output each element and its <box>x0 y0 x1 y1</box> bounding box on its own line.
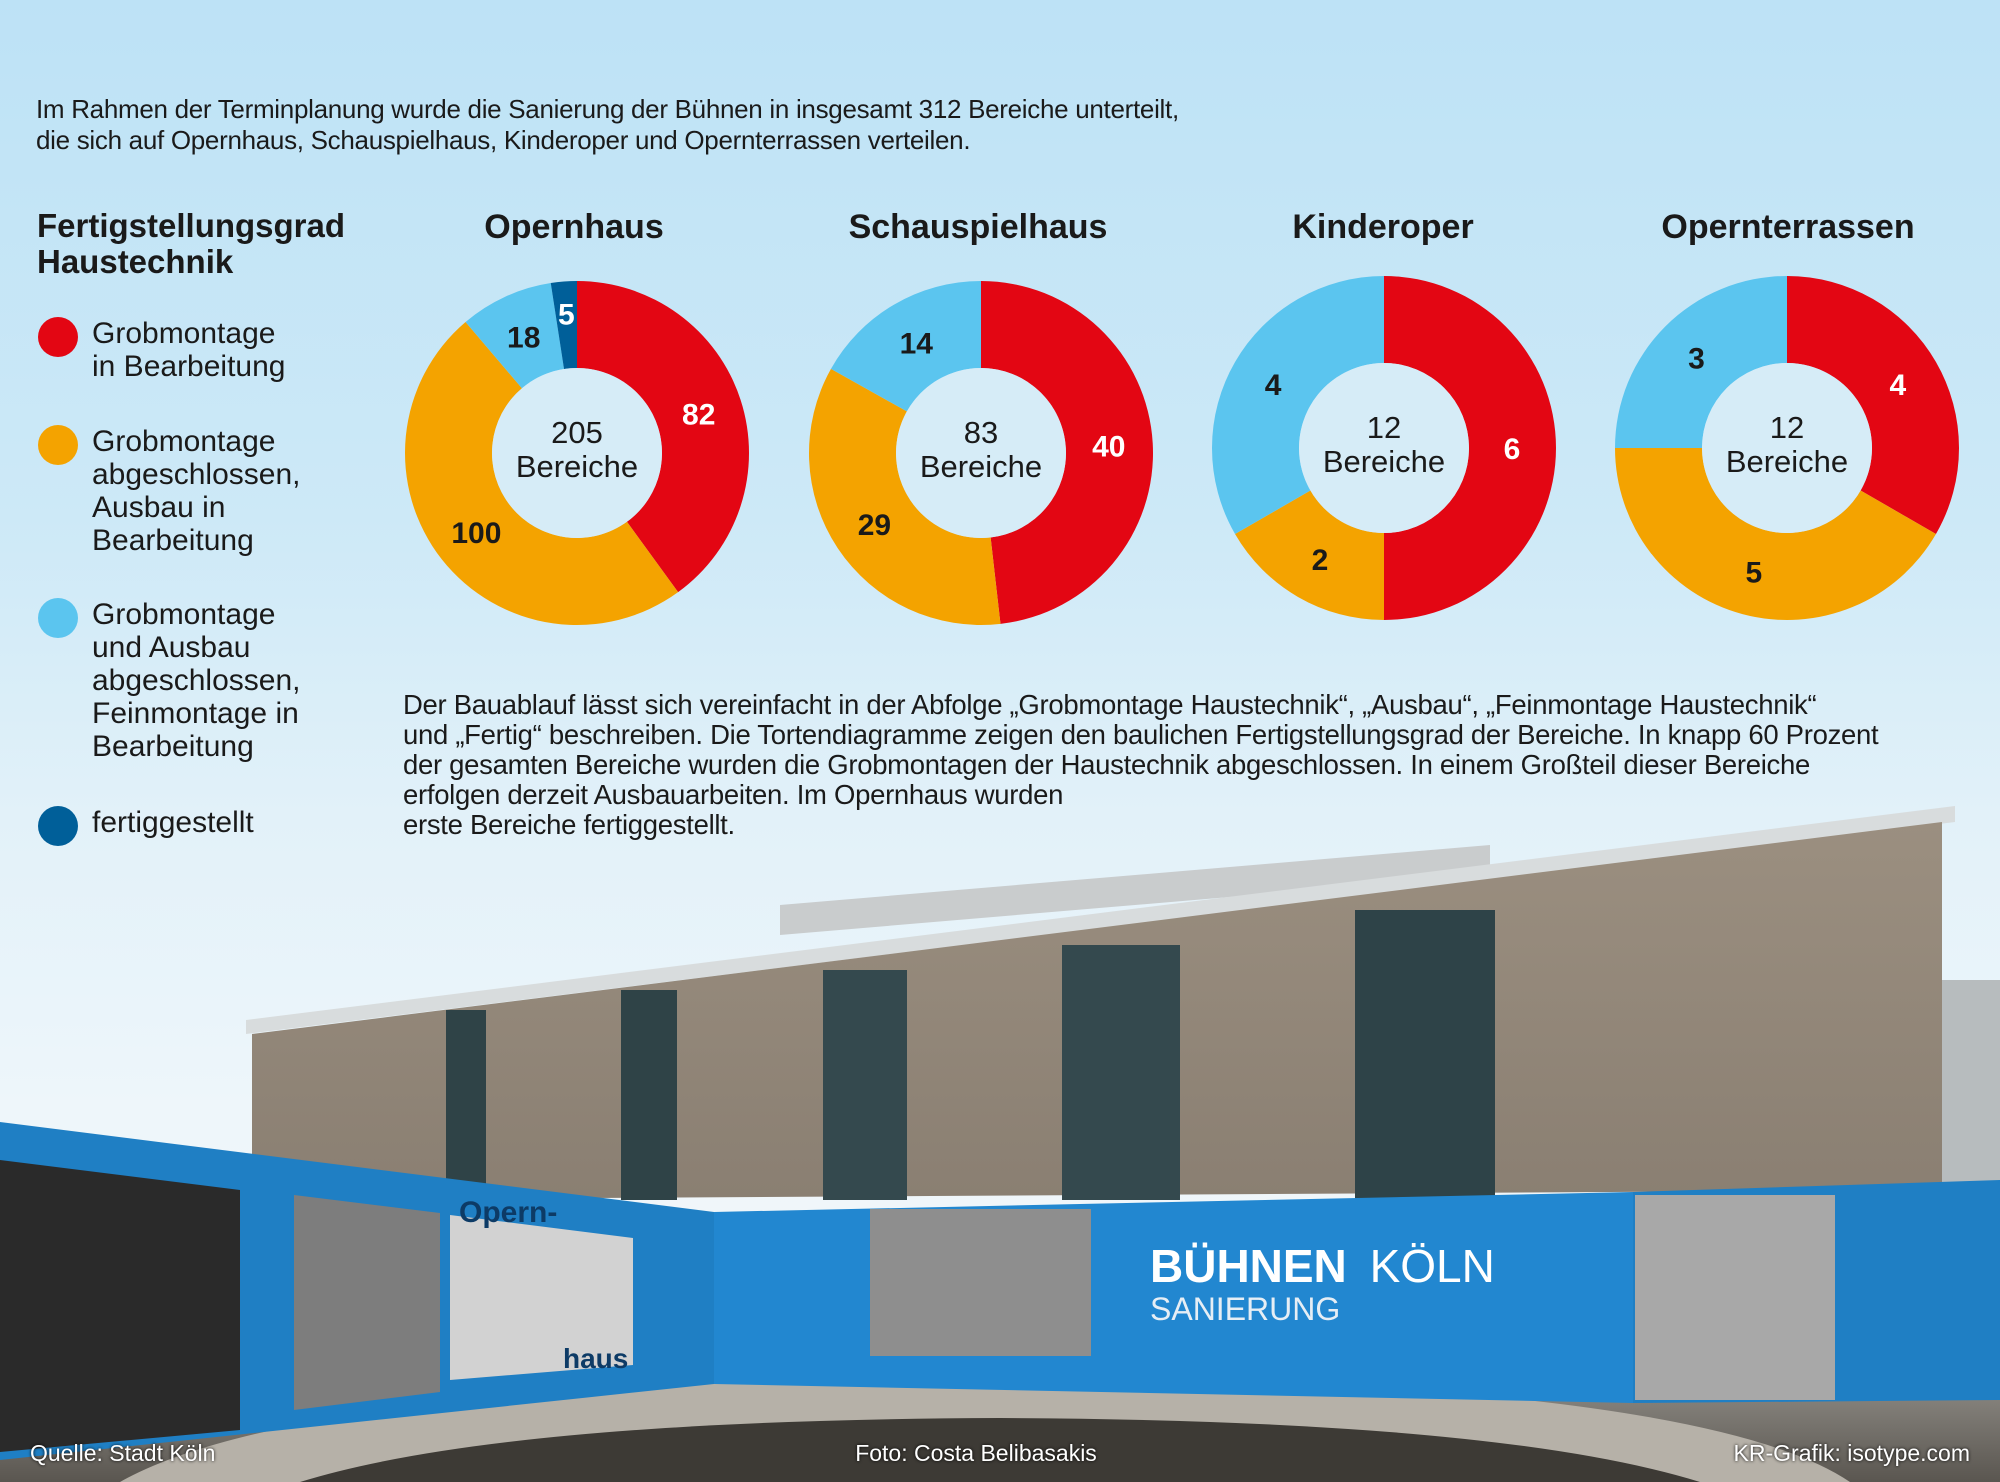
chart-title-opernhaus: Opernhaus <box>484 208 664 246</box>
banner-opern-text: Opern- <box>459 1196 557 1229</box>
legend-item-ausbau: Grobmontage abgeschlossen, Ausbau in Bea… <box>38 425 300 557</box>
legend-item-grobmontage: Grobmontage in Bearbeitung <box>38 317 285 383</box>
intro-text: Im Rahmen der Terminplanung wurde die Sa… <box>36 94 1179 156</box>
legend-item-fertig: fertiggestellt <box>38 806 254 846</box>
data-label-opernhaus-2: 18 <box>507 322 540 355</box>
center-total-schauspielhaus: 83 <box>964 415 998 450</box>
graphic-credit: KR-Grafik: isotype.com <box>1733 1440 1970 1466</box>
donut-slice-opernhaus-2 <box>465 283 565 389</box>
legend-swatch-lightblue <box>38 598 78 638</box>
data-label-kinderoper-2: 4 <box>1265 369 1282 402</box>
intro-line-2: die sich auf Opernhaus, Schauspielhaus, … <box>36 125 971 155</box>
svg-text:BÜHNEN KÖLN: BÜHNEN KÖLN <box>1150 1240 1495 1292</box>
hoarding <box>0 1122 2000 1460</box>
data-label-opernterrassen-1: 5 <box>1746 557 1763 590</box>
data-label-kinderoper-1: 2 <box>1312 544 1329 577</box>
legend-title: Fertigstellungsgrad Haustechnik <box>37 208 345 280</box>
source-credit: Quelle: Stadt Köln <box>30 1440 216 1466</box>
donut-slice-opernhaus-3 <box>550 281 577 369</box>
center-label-opernhaus: Bereiche <box>516 449 638 484</box>
donut-slice-opernhaus-0 <box>577 281 750 593</box>
donut-slice-opernterrassen-0 <box>1787 276 1960 534</box>
donut-slice-schauspielhaus-0 <box>981 281 1154 624</box>
data-label-opernhaus-0: 82 <box>682 398 715 431</box>
chart-title-schauspielhaus: Schauspielhaus <box>848 208 1108 246</box>
center-total-opernhaus: 205 <box>551 415 603 450</box>
data-label-kinderoper-0: 6 <box>1504 433 1521 466</box>
donut-hole-opernhaus <box>492 368 662 538</box>
donut-slice-kinderoper-2 <box>1212 276 1384 534</box>
sign-sanierung-text: SANIERUNG <box>1150 1291 1340 1327</box>
legend-title-line-1: Fertigstellungsgrad <box>37 207 346 244</box>
chart-title-opernterrassen: Opernterrassen <box>1661 208 1915 246</box>
donut-slice-schauspielhaus-2 <box>830 281 981 412</box>
data-label-opernterrassen-2: 3 <box>1688 342 1705 375</box>
legend-label: Grobmontage in Bearbeitung <box>92 317 286 383</box>
donut-hole-kinderoper <box>1299 363 1469 533</box>
center-label-kinderoper: Bereiche <box>1323 444 1445 479</box>
legend-title-line-2: Haustechnik <box>37 243 234 280</box>
banner-haus-text: haus <box>563 1343 628 1374</box>
donut-slice-opernterrassen-2 <box>1615 276 1787 448</box>
legend-label: Grobmontage und Ausbau abgeschlossen, Fe… <box>92 598 301 763</box>
chart-title-kinderoper: Kinderoper <box>1292 208 1474 246</box>
data-label-schauspielhaus-0: 40 <box>1092 431 1125 464</box>
center-label-opernterrassen: Bereiche <box>1726 444 1848 479</box>
donut-slice-kinderoper-1 <box>1235 490 1384 620</box>
donut-hole-opernterrassen <box>1702 363 1872 533</box>
description-text: Der Bauablauf lässt sich vereinfacht in … <box>403 689 1879 840</box>
donut-hole-schauspielhaus <box>896 368 1066 538</box>
legend-label: fertiggestellt <box>92 806 254 839</box>
sign-koeln-text: KÖLN <box>1370 1240 1495 1292</box>
intro-line-1: Im Rahmen der Terminplanung wurde die Sa… <box>36 94 1179 124</box>
center-total-kinderoper: 12 <box>1367 410 1401 445</box>
building <box>246 806 2000 1200</box>
data-label-schauspielhaus-1: 29 <box>858 509 891 542</box>
donut-slice-schauspielhaus-1 <box>809 368 1001 626</box>
donut-slice-opernhaus-1 <box>404 321 679 626</box>
legend-label: Grobmontage abgeschlossen, Ausbau in Bea… <box>92 425 301 557</box>
donut-slice-opernterrassen-1 <box>1615 448 1936 621</box>
photo-credit: Foto: Costa Belibasakis <box>855 1440 1097 1466</box>
data-label-opernhaus-3: 5 <box>558 298 575 331</box>
center-total-opernterrassen: 12 <box>1770 410 1804 445</box>
legend-swatch-red <box>38 317 78 357</box>
data-label-opernhaus-1: 100 <box>451 517 501 550</box>
center-label-schauspielhaus: Bereiche <box>920 449 1042 484</box>
legend-item-feinmontage: Grobmontage und Ausbau abgeschlossen, Fe… <box>38 598 300 763</box>
legend-swatch-darkblue <box>38 806 78 846</box>
donut-slice-kinderoper-0 <box>1384 276 1556 620</box>
data-label-opernterrassen-0: 4 <box>1890 369 1907 402</box>
legend-swatch-orange <box>38 425 78 465</box>
data-label-schauspielhaus-2: 14 <box>900 328 934 361</box>
sign-buehnen-text: BÜHNEN <box>1150 1240 1347 1292</box>
